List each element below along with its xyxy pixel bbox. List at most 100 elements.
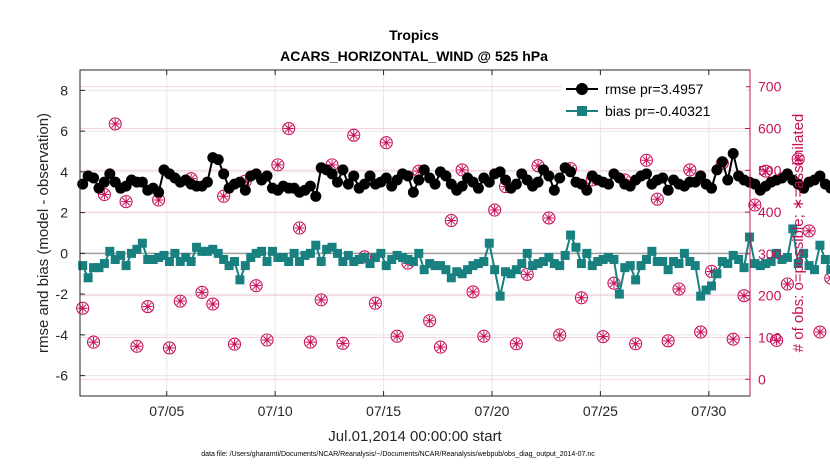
obs-possible-marker (292, 221, 307, 235)
obs-count-point (661, 334, 675, 348)
rmse-point (548, 184, 560, 196)
legend-bias-label: bias pr=-0.40321 (605, 103, 711, 119)
bias-point (620, 263, 630, 273)
bias-point (712, 269, 722, 279)
bias-point (604, 252, 614, 262)
obs-count-point (629, 337, 643, 351)
rmse-point (136, 176, 148, 188)
obs-assimilated-marker (99, 189, 110, 200)
bias-point (761, 259, 771, 269)
obs-possible-marker (650, 192, 664, 206)
obs-assimilated-marker (207, 299, 218, 310)
obs-possible-marker (466, 285, 480, 299)
grid-lines (80, 70, 750, 396)
bias-point (625, 261, 635, 271)
bias-point (246, 252, 256, 262)
rmse-point (98, 176, 110, 188)
obs-assimilated-marker (804, 225, 815, 236)
obs-possible-marker (455, 163, 469, 177)
rmse-point (337, 164, 349, 176)
bias-point (587, 261, 597, 271)
rmse-point (500, 174, 512, 186)
rmse-point (510, 178, 522, 190)
obs-possible-marker (596, 330, 610, 344)
y-tick-label: 0 (60, 245, 68, 261)
bias-point (338, 257, 348, 267)
obs-assimilated-marker (543, 212, 554, 223)
bias-point (392, 250, 402, 260)
obs-count-point (249, 279, 263, 293)
bias-point (766, 257, 776, 267)
y-tick-label: 6 (60, 123, 68, 139)
obs-count-point (390, 329, 404, 343)
obs-assimilated-marker (251, 280, 262, 291)
rmse-point (364, 170, 376, 182)
obs-possible-marker (336, 336, 350, 350)
obs-assimilated-marker (695, 327, 706, 338)
obs-possible-marker (303, 335, 317, 349)
y2-tick-label: 600 (758, 121, 782, 137)
rmse-point (380, 172, 392, 184)
legend-rmse-marker (576, 83, 588, 95)
obs-count-point (683, 163, 697, 177)
rmse-point (212, 154, 224, 166)
bias-point (441, 265, 451, 275)
rmse-point (494, 166, 506, 178)
obs-assimilated-marker (554, 329, 565, 340)
bias-point (365, 259, 375, 269)
obs-possible-marker (108, 117, 122, 131)
y2-tick-label: 400 (758, 204, 782, 220)
obs-assimilated-marker (652, 194, 663, 205)
obs-possible-marker (347, 128, 361, 142)
obs-count-point (542, 211, 556, 225)
rmse-point (413, 174, 425, 186)
obs-count-point (759, 164, 773, 178)
y-tick-label: -6 (56, 368, 69, 384)
bias-point (517, 259, 527, 269)
bias-point (224, 261, 234, 271)
bias-point (322, 244, 332, 254)
y2-tick-label: 0 (758, 371, 766, 387)
bias-point (197, 246, 207, 256)
rmse-point (407, 186, 419, 198)
bias-point (311, 240, 321, 250)
obs-count-point (130, 339, 144, 353)
obs-possible-marker (683, 163, 697, 177)
obs-assimilated-marker (478, 331, 489, 342)
rmse-point (331, 176, 343, 188)
y-tick-label: -4 (56, 327, 69, 343)
bias-point (278, 252, 288, 262)
rmse-point (261, 170, 273, 182)
rmse-point (104, 168, 116, 180)
obs-assimilated-marker (511, 338, 522, 349)
obs-count-point (87, 335, 101, 349)
bias-point (490, 265, 500, 275)
bias-point (305, 248, 315, 258)
obs-assimilated-marker (673, 284, 684, 295)
obs-assimilated-marker (608, 278, 619, 289)
obs-count-point (824, 271, 830, 285)
bias-point (636, 261, 646, 271)
bias-point (463, 265, 473, 275)
bias-point (538, 257, 548, 267)
bias-point (105, 246, 115, 256)
obs-count-point (650, 192, 664, 206)
bias-point (94, 263, 104, 273)
obs-assimilated-marker (153, 194, 164, 205)
obs-count-point (379, 136, 393, 150)
x-tick-label: 07/05 (149, 403, 184, 419)
x-tick-label: 07/25 (583, 403, 618, 419)
obs-count-point (672, 282, 686, 296)
x-tick-label: 07/10 (258, 403, 293, 419)
x-tick-label: 07/20 (474, 403, 509, 419)
rmse-point (581, 184, 593, 196)
obs-count-point (553, 328, 567, 342)
obs-assimilated-marker (500, 181, 511, 192)
obs-count-point (433, 340, 448, 354)
obs-count-point (726, 332, 740, 346)
obs-possible-marker (629, 337, 643, 351)
obs-count-point (195, 285, 209, 299)
rmse-point (722, 174, 734, 186)
obs-count-point (303, 335, 317, 349)
